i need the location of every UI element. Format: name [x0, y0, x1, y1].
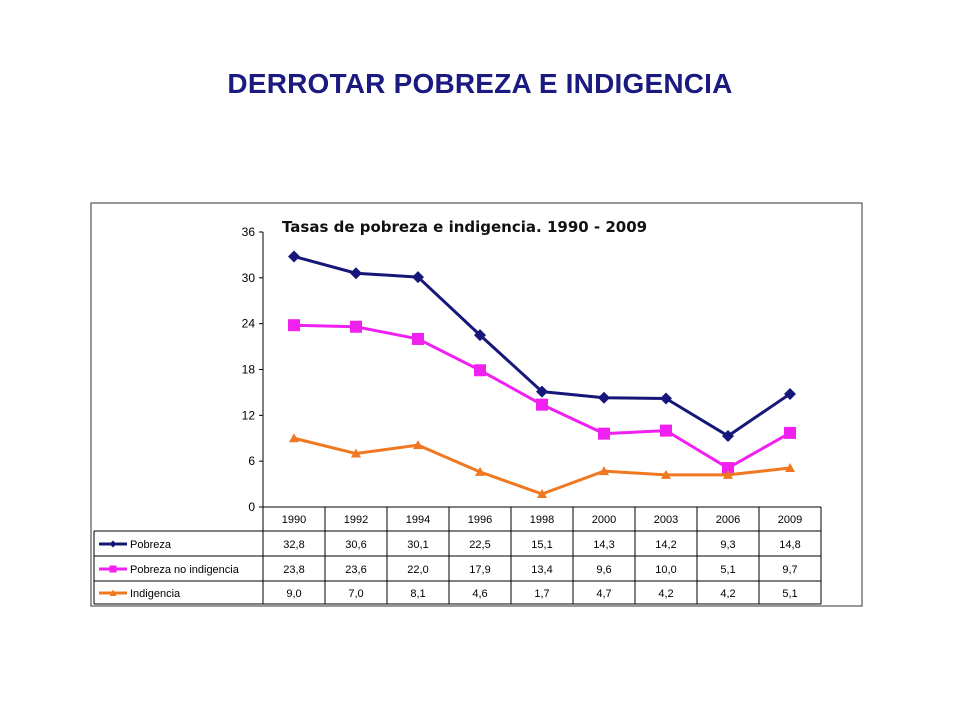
data-point [723, 469, 733, 479]
data-point [785, 463, 795, 473]
legend-marker [109, 589, 117, 596]
data-point [660, 424, 672, 437]
data-point [722, 462, 734, 475]
data-point [784, 387, 796, 400]
data-point [599, 466, 609, 476]
data-label: 15,1 [531, 539, 552, 551]
legend-marker [109, 540, 117, 548]
data-label: 7,0 [348, 588, 363, 600]
data-label: 9,0 [286, 588, 301, 600]
data-label: 23,8 [283, 564, 304, 576]
data-label: 23,6 [345, 564, 366, 576]
data-label: 30,6 [345, 539, 366, 551]
x-tick-label: 1994 [406, 514, 430, 526]
data-label: 5,1 [720, 564, 735, 576]
data-point [288, 250, 300, 263]
data-point [536, 385, 548, 398]
y-tick-label: 24 [242, 317, 256, 331]
data-label: 4,2 [720, 588, 735, 600]
data-label: 30,1 [407, 539, 428, 551]
data-label: 9,7 [782, 564, 797, 576]
data-label: 9,3 [720, 539, 735, 551]
x-tick-label: 2006 [716, 514, 740, 526]
data-label: 13,4 [531, 564, 552, 576]
y-tick-label: 12 [242, 408, 256, 422]
data-label: 1,7 [534, 588, 549, 600]
data-label: 14,2 [655, 539, 676, 551]
y-tick-label: 6 [248, 454, 255, 468]
data-point [598, 427, 610, 440]
data-label: 4,6 [472, 588, 487, 600]
data-point [660, 392, 672, 405]
data-point [474, 364, 486, 377]
data-point [351, 448, 361, 458]
x-tick-label: 1990 [282, 514, 306, 526]
data-point [413, 440, 423, 450]
data-label: 22,0 [407, 564, 428, 576]
data-point [412, 332, 424, 345]
data-label: 5,1 [782, 588, 797, 600]
data-point [289, 433, 299, 443]
data-point [288, 319, 300, 332]
data-point [598, 391, 610, 404]
data-point [661, 469, 671, 479]
data-point [350, 320, 362, 333]
data-point [474, 329, 486, 342]
data-label: 22,5 [469, 539, 490, 551]
data-label: 4,7 [596, 588, 611, 600]
data-label: 10,0 [655, 564, 676, 576]
data-point [412, 271, 424, 284]
data-label: 9,6 [596, 564, 611, 576]
legend-label: Pobreza no indigencia [130, 564, 240, 576]
x-tick-label: 1992 [344, 514, 368, 526]
y-tick-label: 0 [248, 500, 255, 514]
data-label: 8,1 [410, 588, 425, 600]
data-point [537, 489, 547, 499]
data-label: 14,3 [593, 539, 614, 551]
chart-title: Tasas de pobreza e indigencia. 1990 - 20… [282, 218, 647, 236]
legend-label: Pobreza [130, 539, 172, 551]
data-point [536, 398, 548, 411]
data-label: 4,2 [658, 588, 673, 600]
data-point [784, 426, 796, 439]
slide-title: DERROTAR POBREZA E INDIGENCIA [227, 68, 733, 99]
x-tick-label: 2000 [592, 514, 616, 526]
data-point [722, 429, 734, 442]
y-tick-label: 36 [242, 225, 256, 239]
legend-marker [109, 565, 117, 573]
data-point [475, 466, 485, 476]
data-label: 17,9 [469, 564, 490, 576]
x-tick-label: 2009 [778, 514, 802, 526]
x-tick-label: 2003 [654, 514, 678, 526]
x-tick-label: 1996 [468, 514, 492, 526]
y-tick-label: 30 [242, 271, 256, 285]
data-label: 14,8 [779, 539, 800, 551]
legend-label: Indigencia [130, 588, 181, 600]
x-tick-label: 1998 [530, 514, 554, 526]
data-label: 32,8 [283, 539, 304, 551]
data-point [350, 267, 362, 280]
y-tick-label: 18 [242, 363, 256, 377]
chart-frame [90, 202, 863, 607]
